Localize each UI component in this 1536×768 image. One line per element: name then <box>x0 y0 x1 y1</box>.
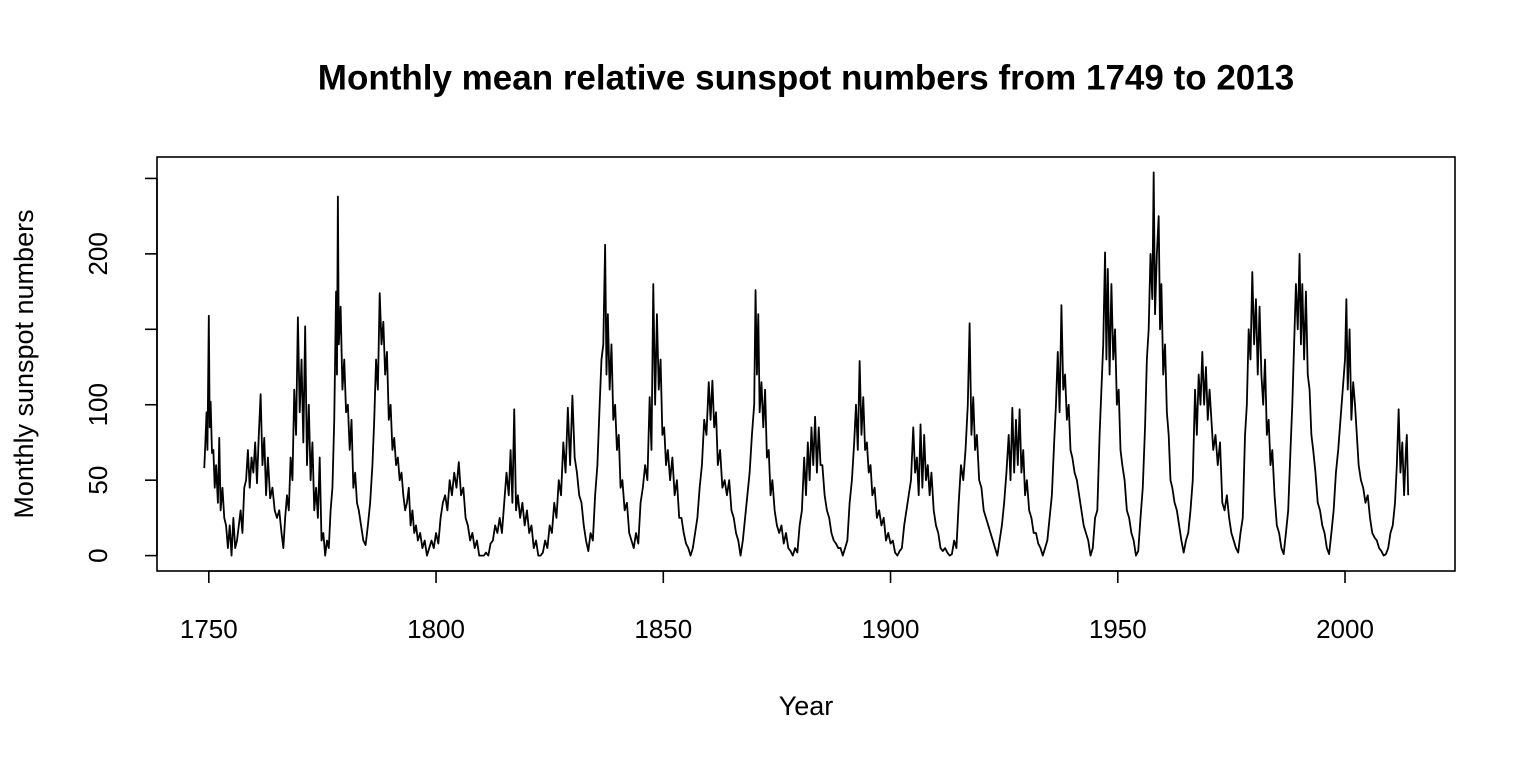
y-tick-label: 200 <box>83 232 113 275</box>
y-tick-label: 100 <box>83 383 113 426</box>
x-tick-label: 1800 <box>407 614 465 644</box>
x-tick-label: 2000 <box>1316 614 1374 644</box>
x-tick-label: 1950 <box>1089 614 1147 644</box>
y-tick-label: 0 <box>83 548 113 562</box>
y-axis-label: Monthly sunspot numbers <box>9 209 39 518</box>
series-line <box>203 171 1410 557</box>
x-tick-label: 1750 <box>180 614 238 644</box>
x-tick-label: 1850 <box>634 614 692 644</box>
x-axis-label: Year <box>779 691 834 721</box>
y-tick-label: 50 <box>83 466 113 495</box>
chart-title: Monthly mean relative sunspot numbers fr… <box>318 58 1294 97</box>
x-tick-label: 1900 <box>862 614 920 644</box>
